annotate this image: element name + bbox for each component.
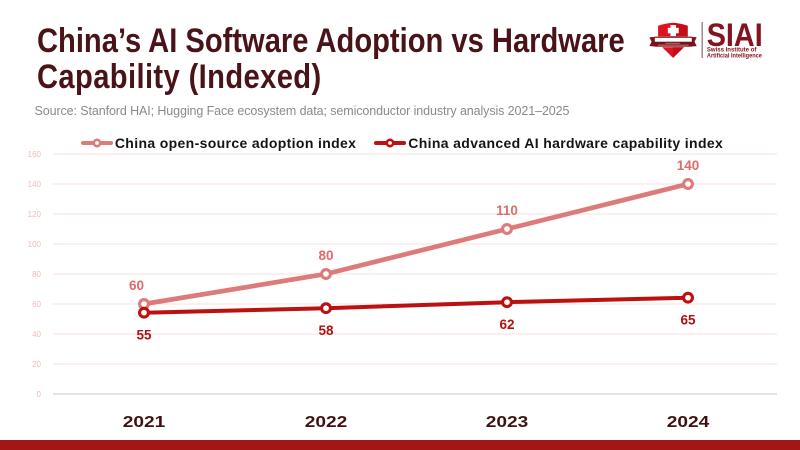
svg-text:60: 60 — [129, 278, 144, 293]
svg-text:0: 0 — [37, 390, 42, 399]
svg-text:160: 160 — [28, 150, 42, 159]
svg-text:110: 110 — [496, 203, 518, 218]
svg-text:2024: 2024 — [667, 414, 710, 431]
svg-text:100: 100 — [28, 240, 42, 249]
svg-text:58: 58 — [318, 323, 334, 338]
svg-text:2022: 2022 — [305, 414, 348, 431]
svg-text:80: 80 — [318, 248, 333, 263]
svg-text:60: 60 — [32, 300, 41, 309]
svg-text:Artificial Intelligence: Artificial Intelligence — [707, 53, 762, 60]
svg-text:62: 62 — [499, 317, 514, 332]
svg-text:140: 140 — [28, 180, 42, 189]
svg-text:40: 40 — [32, 330, 41, 339]
svg-text:2021: 2021 — [123, 414, 166, 431]
svg-text:55: 55 — [136, 328, 152, 343]
svg-text:Swiss Institute of: Swiss Institute of — [707, 47, 757, 54]
svg-text:2023: 2023 — [486, 414, 529, 431]
svg-text:SIAI: SIAI — [707, 17, 763, 53]
svg-text:65: 65 — [680, 313, 696, 328]
svg-text:20: 20 — [32, 360, 41, 369]
svg-text:120: 120 — [28, 210, 42, 219]
svg-text:80: 80 — [32, 270, 41, 279]
svg-text:140: 140 — [677, 158, 700, 173]
